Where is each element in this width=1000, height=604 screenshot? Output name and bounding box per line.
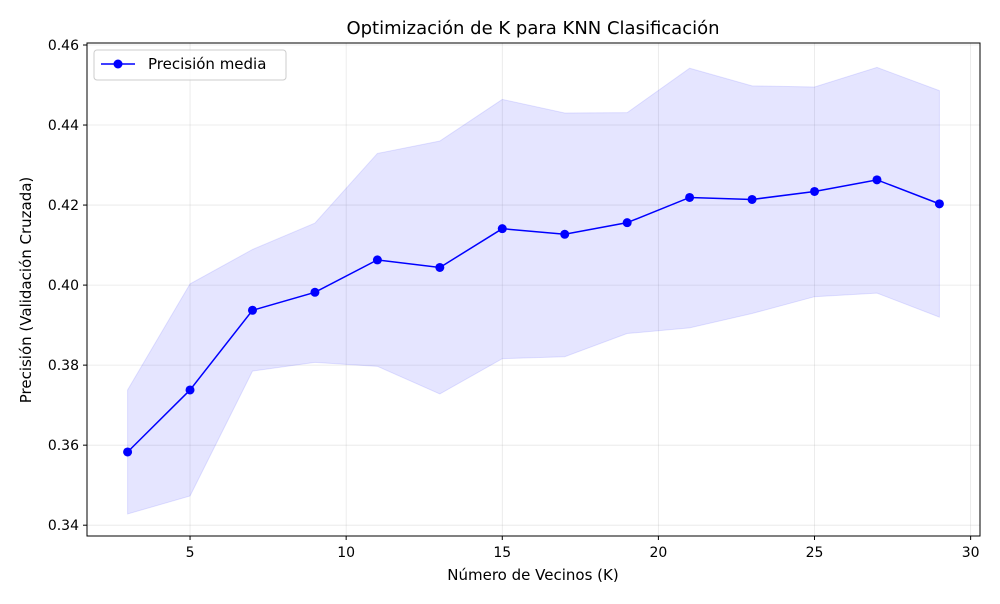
y-tick-label: 0.40: [48, 278, 79, 294]
data-point: [497, 224, 507, 234]
legend-marker-swatch: [113, 59, 123, 69]
x-tick-label: 10: [337, 545, 355, 561]
x-axis-label: Número de Vecinos (K): [447, 566, 618, 584]
data-point: [435, 262, 445, 272]
series-line-precision-media: [127, 179, 940, 453]
grid: [87, 43, 980, 536]
data-point: [685, 192, 695, 202]
x-tick-label: 15: [493, 545, 511, 561]
chart-title: Optimización de K para KNN Clasificación: [346, 18, 719, 39]
x-tick-label: 20: [649, 545, 667, 561]
data-point: [872, 175, 882, 185]
y-tick-label: 0.46: [48, 38, 79, 54]
data-point: [247, 305, 257, 315]
legend-box: [93, 49, 287, 81]
confidence-band: [127, 66, 940, 515]
y-tick-label: 0.44: [48, 118, 79, 134]
y-axis-label: Precisión (Validación Cruzada): [17, 177, 35, 404]
x-tick-label: 25: [806, 545, 824, 561]
y-axis-ticks: 0.34 0.36 0.38 0.40 0.42 0.44 0.46: [48, 38, 87, 534]
legend: Precisión media: [93, 49, 287, 81]
legend-label: Precisión media: [148, 55, 266, 73]
y-tick-label: 0.42: [48, 198, 79, 214]
x-axis-ticks: 5 10 15 20 25 30: [186, 536, 980, 561]
data-point: [372, 255, 382, 265]
plot-frame: [86, 42, 981, 537]
series-line-layer: [127, 179, 940, 453]
y-tick-label: 0.36: [48, 438, 79, 454]
data-point: [810, 186, 820, 196]
data-point: [622, 218, 632, 228]
y-tick-label: 0.38: [48, 358, 79, 374]
data-point: [185, 385, 195, 395]
data-point: [747, 194, 757, 204]
x-tick-label: 5: [186, 545, 195, 561]
y-tick-label: 0.34: [48, 518, 79, 534]
data-point: [310, 287, 320, 297]
data-point: [934, 199, 944, 209]
std-band-area: [127, 66, 940, 515]
x-tick-label: 30: [962, 545, 980, 561]
data-point: [560, 229, 570, 239]
data-points: [123, 175, 944, 457]
data-point: [123, 447, 133, 457]
